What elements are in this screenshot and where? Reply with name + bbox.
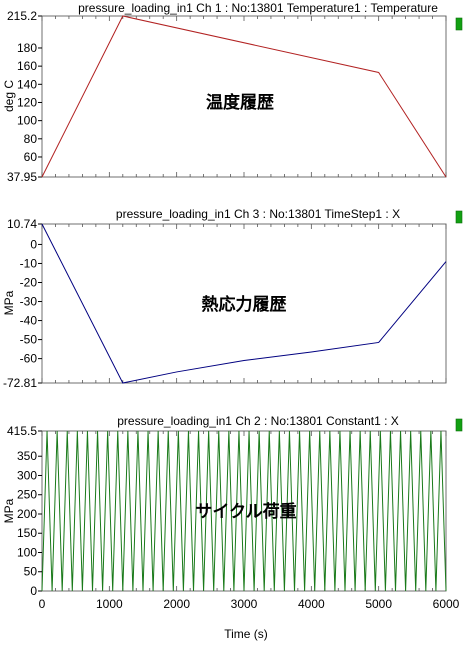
- y-tick-label: 37.95: [7, 170, 37, 184]
- y-tick-label: -30: [20, 295, 38, 309]
- y-tick-label: 0: [30, 237, 37, 251]
- y-tick-label: 250: [17, 488, 37, 502]
- x-tick-label: 5000: [365, 597, 392, 611]
- status-indicator-icon: [455, 418, 463, 432]
- y-tick-label: 300: [17, 468, 37, 482]
- series-line: [41, 430, 447, 592]
- chart-panel-3: pressure_loading_in1 Ch 2 : No:13801 Con…: [2, 414, 463, 641]
- series-line: [41, 223, 447, 384]
- chart-panel-1: pressure_loading_in1 Ch 1 : No:13801 Tem…: [2, 1, 463, 184]
- y-tick-label: 215.2: [7, 9, 37, 23]
- y-tick-label: -40: [20, 314, 38, 328]
- y-tick-label: 100: [17, 545, 37, 559]
- chart-title: pressure_loading_in1 Ch 1 : No:13801 Tem…: [78, 1, 438, 15]
- y-tick-label: 80: [24, 132, 38, 146]
- y-tick-label: 100: [17, 114, 37, 128]
- chart-annotation: 温度履歴: [206, 92, 274, 112]
- y-tick-label: -50: [20, 333, 38, 347]
- series-line: [41, 15, 447, 178]
- y-tick-label: 180: [17, 41, 37, 55]
- y-axis-label: MPa: [2, 290, 16, 315]
- y-tick-label: -72.81: [3, 376, 37, 390]
- y-tick-label: 60: [24, 150, 38, 164]
- y-tick-label: 10.74: [7, 217, 37, 231]
- y-tick-label: 120: [17, 95, 37, 109]
- status-indicator-icon: [455, 210, 463, 224]
- y-tick-label: -60: [20, 352, 38, 366]
- x-axis-label: Time (s): [224, 627, 268, 641]
- y-tick-label: -10: [20, 256, 38, 270]
- x-tick-label: 6000: [433, 597, 460, 611]
- y-tick-label: -20: [20, 275, 38, 289]
- chart-annotation: サイクル荷重: [195, 501, 296, 521]
- x-tick-label: 3000: [231, 597, 258, 611]
- x-tick-label: 0: [39, 597, 46, 611]
- chart-annotation: 熱応力履歴: [202, 294, 287, 314]
- chart-title: pressure_loading_in1 Ch 2 : No:13801 Con…: [117, 414, 399, 428]
- status-indicator-icon: [455, 17, 463, 31]
- y-tick-label: 140: [17, 77, 37, 91]
- y-tick-label: 415.5: [7, 424, 37, 438]
- y-tick-label: 160: [17, 59, 37, 73]
- y-tick-label: 150: [17, 526, 37, 540]
- plot-area: [41, 430, 447, 592]
- y-tick-label: 0: [30, 584, 37, 598]
- y-tick-label: 200: [17, 507, 37, 521]
- x-tick-label: 4000: [298, 597, 325, 611]
- y-axis-label: MPa: [2, 498, 16, 523]
- y-axis-label: deg C: [2, 80, 16, 112]
- x-tick-label: 2000: [163, 597, 190, 611]
- x-tick-label: 1000: [96, 597, 123, 611]
- y-tick-label: 50: [24, 565, 38, 579]
- chart-panel-2: pressure_loading_in1 Ch 3 : No:13801 Tim…: [2, 207, 463, 390]
- y-tick-label: 350: [17, 449, 37, 463]
- chart-title: pressure_loading_in1 Ch 3 : No:13801 Tim…: [116, 207, 400, 221]
